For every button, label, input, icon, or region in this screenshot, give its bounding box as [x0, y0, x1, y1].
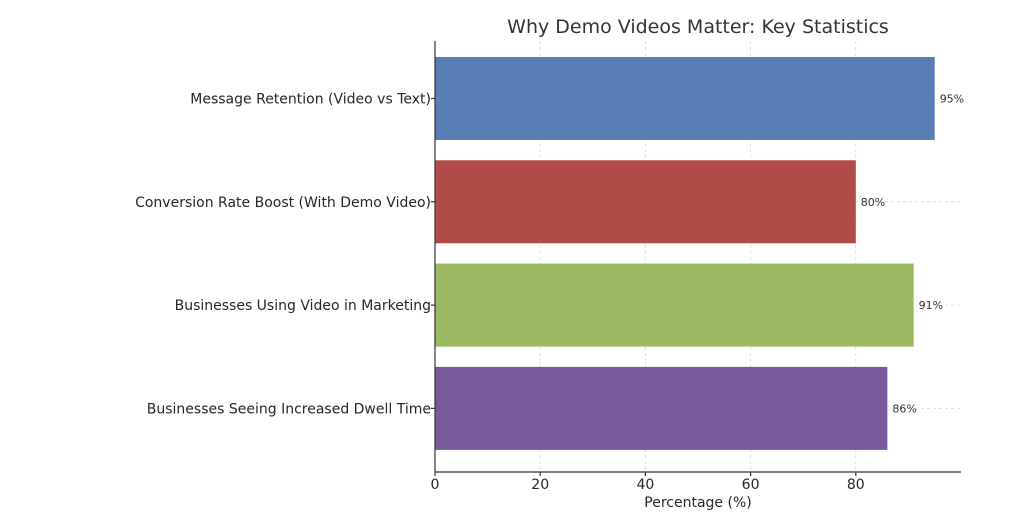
- x-ticks: 0 20 40 60 80: [431, 97, 865, 493]
- category-label: Conversion Rate Boost (With Demo Video): [135, 195, 431, 211]
- x-axis-label: Percentage (%): [644, 495, 751, 511]
- value-label: 86%: [892, 402, 916, 415]
- bar: [435, 263, 914, 347]
- x-tick-label: 60: [742, 477, 760, 493]
- value-label: 95%: [940, 93, 964, 106]
- bars-layer: [435, 57, 935, 450]
- x-tick-label: 40: [636, 477, 654, 493]
- value-label: 80%: [861, 196, 885, 209]
- value-label: 91%: [919, 299, 943, 312]
- chart-title: Why Demo Videos Matter: Key Statistics: [507, 16, 889, 38]
- bar: [435, 366, 888, 450]
- x-tick-label: 80: [847, 477, 865, 493]
- x-tick-label: 20: [531, 477, 549, 493]
- x-tick-label: 0: [431, 477, 440, 493]
- category-label: Businesses Seeing Increased Dwell Time: [147, 401, 431, 417]
- bar: [435, 160, 856, 244]
- category-label: Message Retention (Video vs Text): [190, 92, 431, 108]
- bar: [435, 57, 935, 140]
- category-label: Businesses Using Video in Marketing: [175, 298, 431, 314]
- labels-layer: Message Retention (Video vs Text) 95% Conv…: [135, 92, 964, 418]
